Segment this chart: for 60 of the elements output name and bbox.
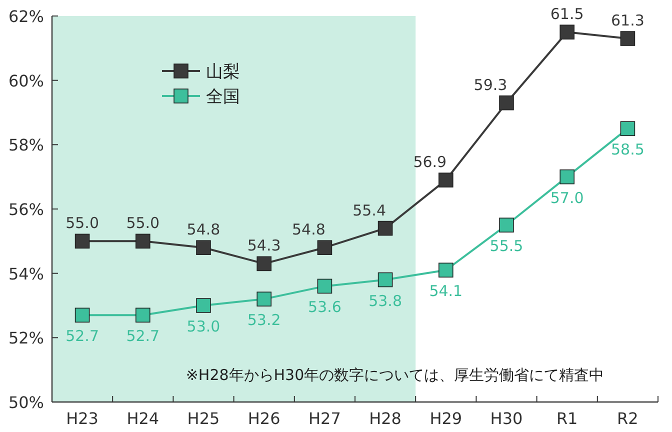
point (317, 278, 332, 294)
data-label: 55.5 (490, 237, 524, 256)
point (438, 172, 454, 188)
y-tick-label: 54% (8, 264, 44, 284)
point (560, 24, 574, 40)
data-label: 52.7 (126, 327, 160, 346)
y-tick-label: 50% (8, 393, 44, 412)
x-tick-label: H27 (308, 409, 341, 428)
y-tick-label: 62% (8, 7, 44, 26)
point (74, 234, 90, 249)
data-label: 54.1 (429, 282, 463, 300)
point (136, 308, 150, 323)
x-tick-label: H26 (248, 409, 280, 428)
point (499, 218, 514, 232)
data-label: 53.8 (368, 292, 402, 310)
point (560, 169, 574, 184)
point (256, 292, 272, 306)
data-label: 52.7 (66, 327, 100, 346)
data-label: 54.8 (292, 220, 326, 239)
data-label: 58.5 (610, 140, 644, 159)
data-label: 55.0 (126, 214, 160, 232)
data-label: 56.9 (413, 153, 447, 172)
point (136, 234, 150, 249)
data-label: 53.2 (247, 311, 281, 330)
data-label: 54.3 (247, 236, 281, 255)
data-label: 53.0 (186, 318, 220, 336)
x-tick-label: H24 (126, 409, 160, 428)
x-tick-label: H30 (490, 409, 523, 428)
y-tick-label: 60% (8, 71, 44, 90)
point (620, 121, 636, 136)
x-tick-label: R1 (556, 409, 578, 428)
x-tick-label: H25 (187, 409, 220, 428)
point (196, 240, 211, 255)
point (196, 298, 211, 313)
point (378, 272, 393, 288)
legend-label: 全国 (206, 87, 240, 107)
point (620, 31, 636, 46)
y-tick-label: 52% (8, 328, 44, 348)
data-label: 57.0 (550, 188, 584, 207)
x-tick-label: H29 (430, 409, 462, 428)
data-label: 59.3 (474, 76, 508, 94)
legend-label: 山梨 (206, 62, 240, 82)
data-label: 55.0 (66, 214, 100, 232)
data-label: 53.6 (308, 298, 342, 316)
y-tick-label: 58% (8, 136, 44, 155)
point (499, 95, 514, 110)
point (317, 240, 332, 255)
data-label: 61.3 (610, 12, 644, 30)
x-tick-label: H23 (66, 409, 98, 428)
data-label: 61.5 (550, 5, 584, 24)
point (74, 308, 90, 323)
annotation: ※H28年からH30年の数字については、厚生労働省にて精査中 (186, 366, 604, 384)
x-tick-label: R2 (617, 409, 638, 428)
y-tick-label: 56% (8, 200, 44, 219)
point (256, 256, 272, 272)
data-label: 54.8 (186, 220, 220, 239)
point (378, 220, 393, 236)
x-tick-label: H28 (369, 409, 402, 428)
data-label: 55.4 (352, 201, 386, 220)
point (438, 262, 454, 278)
